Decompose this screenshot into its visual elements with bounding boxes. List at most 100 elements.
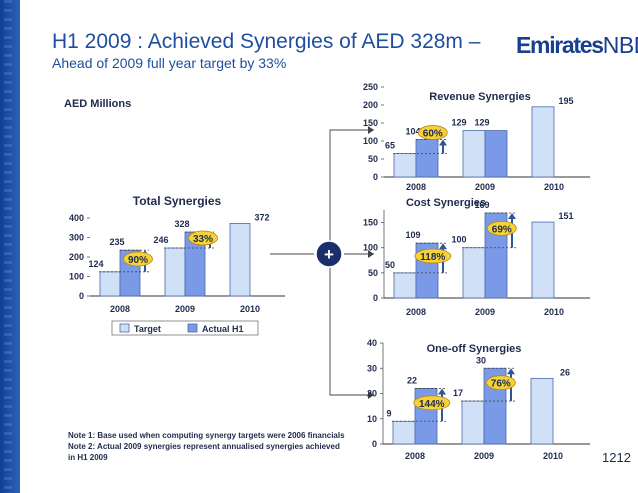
legend-label-target: Target (134, 324, 161, 334)
bar-target (531, 221, 555, 299)
y-tick-label: 150 (363, 218, 378, 228)
chart-title: Cost Synergies (406, 197, 486, 209)
chart-total-synergies: Total Synergies 0 100 200 300 400 2008 2009 2010… (69, 194, 285, 314)
data-label-actual: 328 (174, 219, 189, 229)
bar-target (393, 153, 417, 178)
y-tick-label: 100 (363, 136, 378, 146)
y-tick-label: 150 (363, 118, 378, 128)
percent-badge (188, 230, 218, 246)
data-label-target: 26 (560, 367, 570, 377)
bar-target (462, 247, 486, 299)
bar-target (530, 377, 554, 445)
y-tick-label: 10 (367, 414, 377, 424)
chart-title: Total Synergies (133, 194, 222, 208)
side-decor-bar (0, 0, 20, 493)
bar-target (393, 272, 417, 299)
percent-badge (123, 251, 153, 267)
data-label-actual: 22 (407, 375, 417, 385)
percent-badge (413, 395, 451, 411)
y-tick-label: 200 (363, 100, 378, 110)
bar-target (229, 223, 251, 297)
connector-arrowhead (368, 250, 374, 258)
data-label-actual: 109 (405, 230, 420, 240)
data-label-target: 17 (453, 388, 463, 398)
y-tick-label: 0 (372, 439, 377, 449)
chart-title: One-off Synergies (427, 343, 522, 355)
footnote: Note 2: Actual 2009 synergies represent … (68, 442, 340, 451)
data-label-actual: 129 (474, 118, 489, 128)
data-label-actual: 169 (474, 200, 489, 210)
y-tick-label: 400 (69, 213, 84, 223)
x-tick-label: 2008 (406, 182, 426, 192)
y-tick-label: 20 (367, 389, 377, 399)
page-title: H1 2009 : Achieved Synergies of AED 328m… (52, 30, 481, 53)
data-label-actual: 235 (109, 237, 124, 247)
page-subtitle: Ahead of 2009 full year target by 33% (52, 55, 287, 71)
y-tick-label: 0 (79, 291, 84, 301)
y-tick-label: 50 (368, 268, 378, 278)
data-label-target: 124 (88, 259, 103, 269)
x-tick-label: 2010 (544, 307, 564, 317)
growth-arrow-head (438, 388, 446, 395)
growth-arrow-head (439, 139, 447, 146)
connector-line (329, 129, 374, 254)
x-tick-label: 2009 (475, 182, 495, 192)
x-tick-label: 2010 (543, 451, 563, 461)
chart-cost-synergies: Cost Synergies 0 50 100 150 2008 2009 2010 50 109… (363, 197, 590, 317)
data-label-target: 100 (451, 235, 466, 245)
chart-oneoff-synergies: One-off Synergies 0 10 20 30 40 2008 2009 2010 9 2… (367, 338, 590, 461)
bar-target (531, 106, 555, 178)
data-label-actual: 30 (476, 355, 486, 365)
x-tick-label: 2009 (475, 307, 495, 317)
y-tick-label: 250 (363, 82, 378, 92)
chart-title: Revenue Synergies (429, 91, 531, 103)
bar-target (99, 271, 121, 297)
unit-label: AED Millions (64, 98, 132, 110)
percent-badge (485, 375, 516, 391)
y-tick-label: 100 (69, 272, 84, 282)
x-tick-label: 2009 (175, 304, 195, 314)
data-label-target: 151 (558, 211, 573, 221)
bar-actual (415, 139, 439, 178)
y-tick-label: 50 (368, 154, 378, 164)
x-tick-label: 2008 (406, 307, 426, 317)
data-label-target: 246 (153, 235, 168, 245)
x-tick-label: 2008 (405, 451, 425, 461)
percent-badge (417, 125, 448, 140)
plus-icon: + (324, 245, 334, 264)
footnote: in H1 2009 (68, 453, 108, 462)
bar-target (392, 420, 416, 445)
data-label-target: 129 (451, 118, 466, 128)
y-tick-label: 40 (367, 338, 377, 348)
legend-label-actual: Actual H1 (202, 324, 244, 334)
growth-arrow-head (507, 368, 515, 375)
percent-badge-label: 90% (128, 255, 148, 266)
bar-target (462, 130, 486, 178)
footnotes: Note 1: Base used when computing synergy… (68, 430, 345, 463)
footnote: Note 1: Base used when computing synergy… (68, 431, 345, 440)
y-tick-label: 0 (373, 293, 378, 303)
data-label-target: 195 (558, 96, 573, 106)
x-tick-label: 2009 (474, 451, 494, 461)
x-tick-label: 2010 (240, 304, 260, 314)
percent-badge-label: 69% (492, 224, 512, 235)
growth-arrow-head (508, 213, 516, 220)
y-tick-label: 30 (367, 363, 377, 373)
x-tick-label: 2010 (544, 182, 564, 192)
connector-arrowhead (368, 391, 374, 399)
legend-swatch-actual (187, 323, 198, 333)
percent-badge-label: 60% (423, 129, 443, 140)
data-label-target: 372 (254, 212, 269, 222)
bar-target (461, 400, 485, 445)
x-tick-label: 2008 (110, 304, 130, 314)
chart-legend: Target Actual H1 (111, 320, 259, 336)
chart-revenue-synergies: Revenue Synergies 0 50 100 150 200 250 2008 2009… (363, 82, 590, 192)
bar-target (164, 247, 186, 297)
y-tick-label: 100 (363, 243, 378, 253)
y-tick-label: 300 (69, 233, 84, 243)
legend-box (111, 320, 259, 336)
data-label-target: 65 (385, 141, 395, 151)
brand-logo: EmiratesNBD (516, 32, 638, 58)
legend-swatch-target (119, 323, 130, 333)
